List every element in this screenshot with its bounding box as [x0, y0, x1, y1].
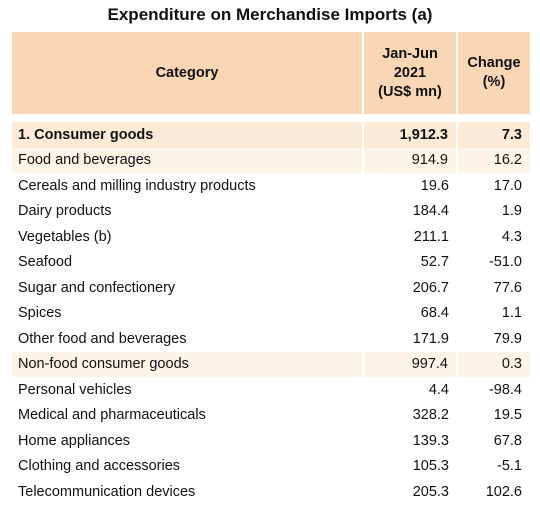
- row-change: 77.6: [457, 275, 530, 301]
- table-row-food-and-beverages: Food and beverages 914.9 16.2: [12, 147, 530, 173]
- table-row: Home appliances 139.3 67.8: [12, 428, 530, 454]
- row-value: 68.4: [363, 300, 457, 326]
- row-change: 1.9: [457, 198, 530, 224]
- table-row-non-food-consumer-goods: Non-food consumer goods 997.4 0.3: [12, 351, 530, 377]
- table-row: Seafood 52.7 -51.0: [12, 249, 530, 275]
- row-value: 4.4: [363, 377, 457, 403]
- table-row: Vegetables (b) 211.1 4.3: [12, 224, 530, 250]
- row-value: 184.4: [363, 198, 457, 224]
- table-row: Dairy products 184.4 1.9: [12, 198, 530, 224]
- row-label: Telecommunication devices: [12, 479, 363, 505]
- header-change-line: (%): [482, 74, 506, 90]
- table-row: Medical and pharmaceuticals 328.2 19.5: [12, 402, 530, 428]
- row-change: 0.3: [457, 351, 530, 377]
- row-label: Sugar and confectionery: [12, 275, 363, 301]
- row-value: 139.3: [363, 428, 457, 454]
- row-change: -5.1: [457, 453, 530, 479]
- row-change: 19.5: [457, 402, 530, 428]
- row-label: Vegetables (b): [12, 224, 363, 250]
- row-change: 17.0: [457, 173, 530, 199]
- row-change: 79.9: [457, 326, 530, 352]
- row-change: 7.3: [457, 122, 530, 148]
- row-change: 4.3: [457, 224, 530, 250]
- header-change-line: Change: [467, 55, 521, 71]
- table-row: Spices 68.4 1.1: [12, 300, 530, 326]
- row-label: Clothing and accessories: [12, 453, 363, 479]
- table-row: Cereals and milling industry products 19…: [12, 173, 530, 199]
- table-header: Category Jan-Jun 2021 (US$ mn) Change (%…: [12, 32, 530, 114]
- table-row: Telecommunication devices 205.3 102.6: [12, 479, 530, 505]
- row-label: 1. Consumer goods: [12, 122, 364, 148]
- row-change: -98.4: [457, 377, 530, 403]
- row-change: -51.0: [457, 249, 530, 275]
- row-label: Home appliances: [12, 428, 363, 454]
- table-row: Other food and beverages 171.9 79.9: [12, 326, 530, 352]
- row-value: 328.2: [363, 402, 457, 428]
- row-value: 914.9: [363, 147, 458, 173]
- row-value: 1,912.3: [363, 122, 458, 148]
- row-value: 52.7: [363, 249, 457, 275]
- row-label: Medical and pharmaceuticals: [12, 402, 363, 428]
- row-label: Food and beverages: [12, 147, 364, 173]
- table-row: Clothing and accessories 105.3 -5.1: [12, 453, 530, 479]
- table-row-consumer-goods: 1. Consumer goods 1,912.3 7.3: [12, 122, 530, 148]
- row-label: Dairy products: [12, 198, 363, 224]
- row-label: Cereals and milling industry products: [12, 173, 363, 199]
- row-value: 105.3: [363, 453, 457, 479]
- header-period: Jan-Jun 2021 (US$ mn): [363, 32, 458, 114]
- row-value: 19.6: [363, 173, 457, 199]
- row-change: 1.1: [457, 300, 530, 326]
- spacer-row: [12, 114, 530, 122]
- row-label: Non-food consumer goods: [12, 351, 364, 377]
- row-change: 102.6: [457, 479, 530, 505]
- header-change: Change (%): [457, 32, 530, 114]
- row-value: 997.4: [363, 351, 458, 377]
- row-value: 211.1: [363, 224, 457, 250]
- row-label: Personal vehicles: [12, 377, 363, 403]
- row-label: Spices: [12, 300, 363, 326]
- table-row: Personal vehicles 4.4 -98.4: [12, 377, 530, 403]
- row-value: 205.3: [363, 479, 457, 505]
- row-label: Seafood: [12, 249, 363, 275]
- row-change: 67.8: [457, 428, 530, 454]
- header-row: Category Jan-Jun 2021 (US$ mn) Change (%…: [12, 32, 530, 114]
- row-value: 206.7: [363, 275, 457, 301]
- header-period-line: (US$ mn): [378, 83, 442, 100]
- row-label: Other food and beverages: [12, 326, 363, 352]
- table-title: Expenditure on Merchandise Imports (a): [107, 5, 433, 24]
- header-period-line: 2021: [393, 64, 427, 81]
- header-category: Category: [12, 32, 364, 114]
- row-value: 171.9: [363, 326, 457, 352]
- table-body: 1. Consumer goods 1,912.3 7.3 Food and b…: [12, 114, 530, 505]
- imports-table: Category Jan-Jun 2021 (US$ mn) Change (%…: [12, 32, 530, 505]
- table-row: Sugar and confectionery 206.7 77.6: [12, 275, 530, 301]
- row-change: 16.2: [457, 147, 530, 173]
- header-period-line: Jan-Jun: [382, 45, 438, 62]
